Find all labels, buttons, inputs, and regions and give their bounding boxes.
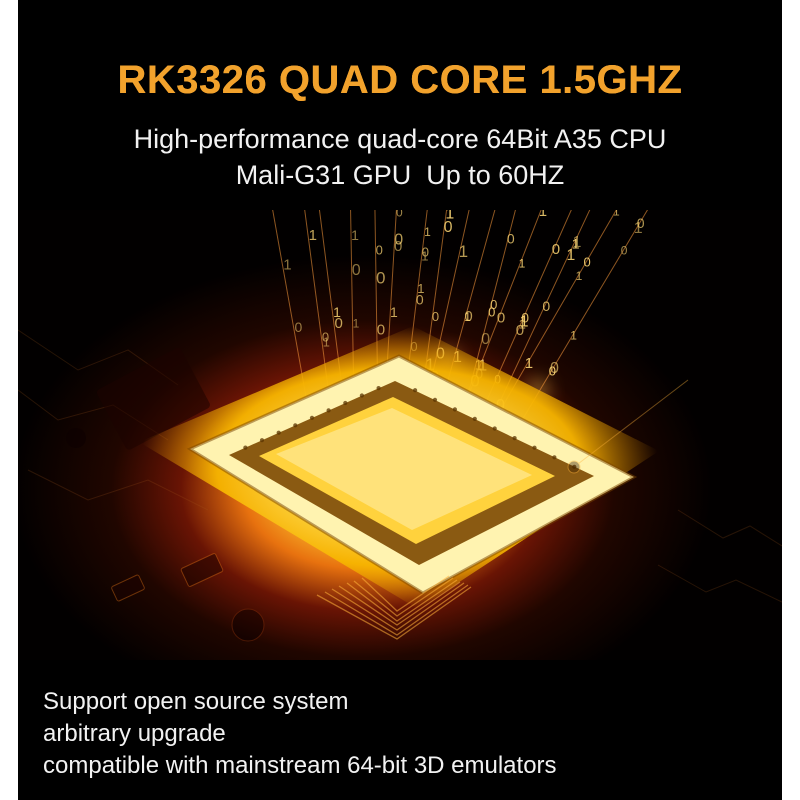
svg-text:1: 1: [390, 304, 398, 320]
svg-text:1: 1: [570, 328, 577, 342]
svg-text:1: 1: [309, 227, 317, 244]
svg-text:1: 1: [421, 249, 428, 264]
svg-text:0: 0: [488, 305, 495, 320]
svg-text:0: 0: [552, 241, 560, 258]
svg-text:0: 0: [542, 298, 550, 314]
svg-text:0: 0: [394, 232, 403, 249]
svg-text:1: 1: [520, 314, 529, 331]
svg-text:0: 0: [295, 319, 303, 335]
svg-text:0: 0: [352, 262, 361, 279]
svg-text:0: 0: [464, 308, 472, 325]
svg-text:0: 0: [584, 255, 591, 270]
svg-text:1: 1: [539, 210, 547, 220]
svg-text:0: 0: [497, 310, 505, 327]
svg-text:0: 0: [376, 242, 383, 257]
svg-text:0: 0: [432, 309, 439, 324]
svg-text:1: 1: [351, 227, 359, 243]
svg-text:1: 1: [333, 304, 341, 320]
svg-text:1: 1: [353, 317, 360, 331]
svg-text:1: 1: [576, 269, 583, 283]
svg-text:0: 0: [322, 330, 329, 345]
svg-text:0: 0: [376, 268, 385, 287]
svg-text:1: 1: [424, 225, 431, 239]
svg-text:1: 1: [445, 210, 454, 223]
svg-text:0: 0: [507, 231, 515, 247]
svg-text:0: 0: [481, 331, 490, 348]
svg-text:1: 1: [572, 235, 580, 251]
svg-text:0: 0: [637, 215, 645, 231]
svg-text:1: 1: [459, 242, 468, 261]
svg-text:1: 1: [417, 281, 424, 296]
svg-text:0: 0: [621, 244, 628, 258]
svg-text:0: 0: [377, 321, 385, 338]
svg-text:1: 1: [525, 355, 533, 372]
svg-text:0: 0: [396, 210, 403, 220]
svg-text:1: 1: [283, 257, 291, 274]
svg-text:1: 1: [519, 257, 526, 271]
svg-text:1: 1: [613, 210, 620, 219]
svg-text:0: 0: [549, 363, 556, 378]
